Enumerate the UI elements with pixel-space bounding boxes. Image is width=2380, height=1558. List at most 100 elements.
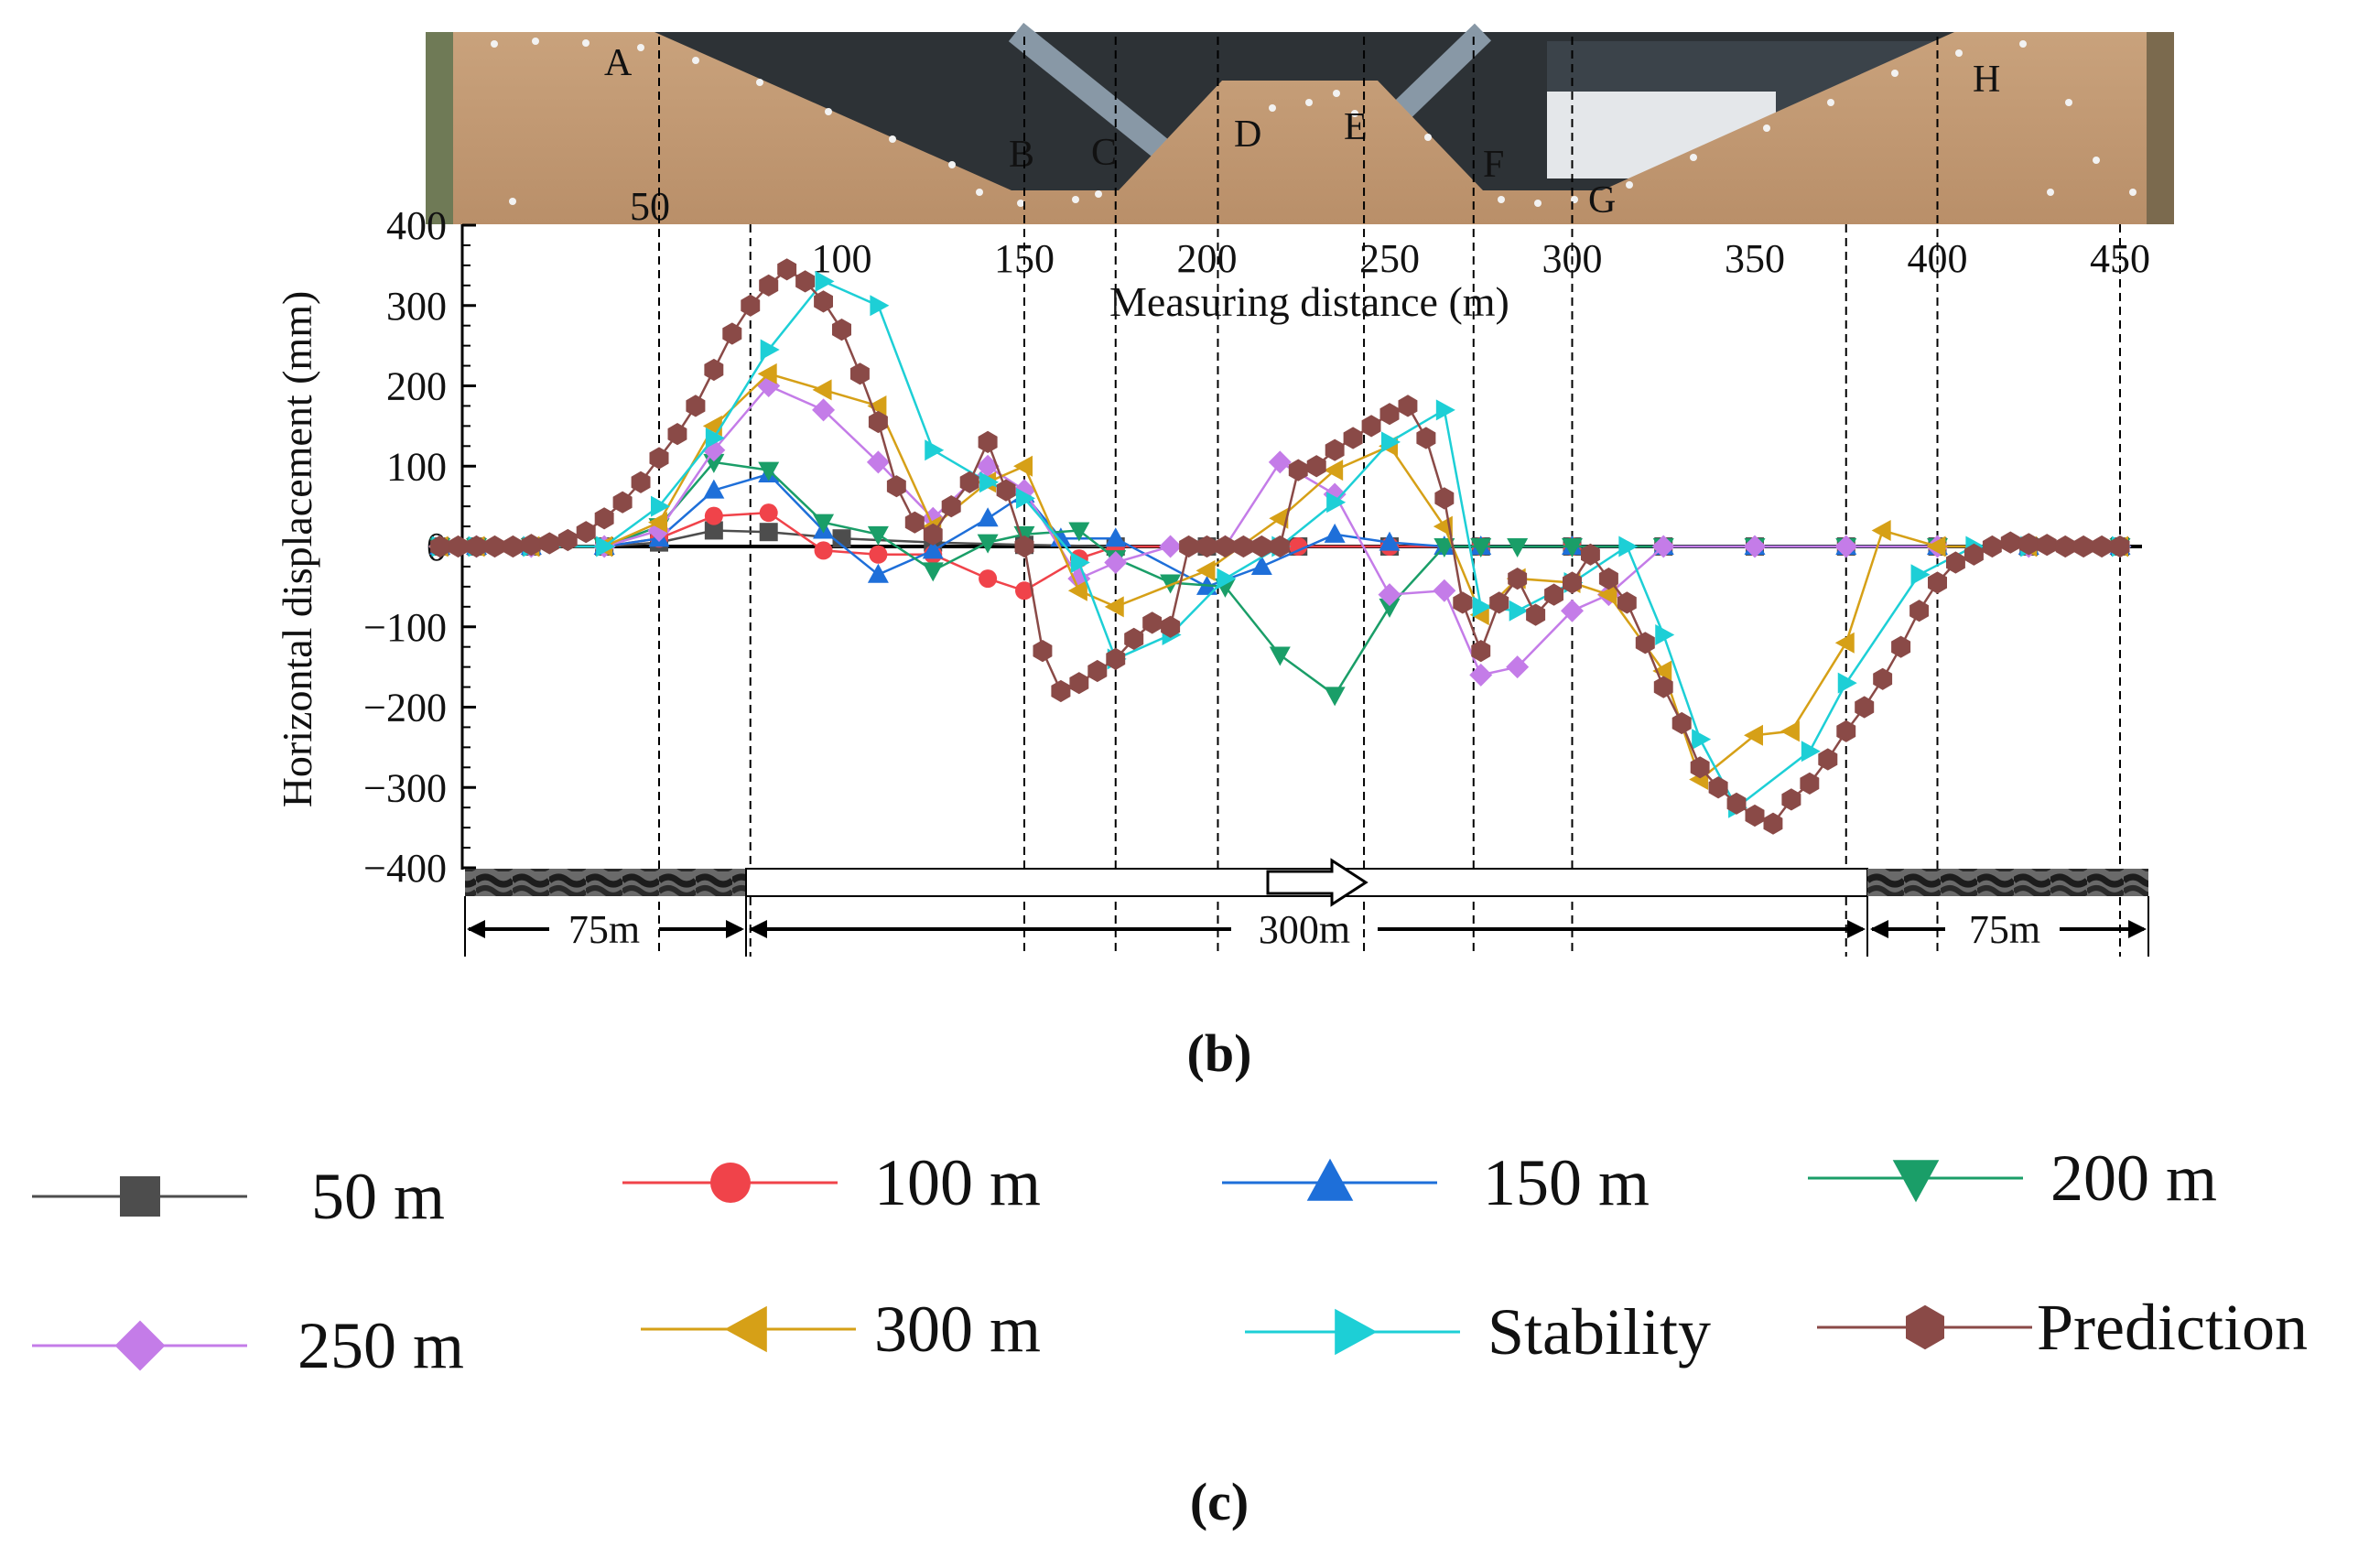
data-point — [631, 471, 651, 493]
data-point — [1306, 455, 1326, 478]
advance-direction-arrow — [1266, 858, 1368, 907]
data-point — [596, 536, 616, 557]
legend-label: Stability — [1488, 1295, 1711, 1369]
data-point — [904, 511, 925, 534]
data-point — [1509, 600, 1529, 622]
data-point — [1398, 395, 1418, 417]
data-point — [2000, 531, 2020, 554]
y-tick-label: −300 — [363, 765, 447, 810]
data-point — [1910, 564, 1931, 586]
series-prediction — [430, 258, 2130, 835]
span-label-right: 75m — [1969, 907, 2040, 952]
series-line — [439, 472, 2120, 589]
x-axis-label: Measuring distance (m) — [1109, 278, 1509, 325]
data-point — [1014, 535, 1034, 558]
data-point — [1104, 551, 1128, 575]
data-point — [1104, 596, 1124, 618]
data-point — [1873, 667, 1893, 690]
photo-target-marker — [532, 38, 539, 45]
y-tick-label: 400 — [386, 203, 447, 248]
data-point — [521, 534, 541, 557]
data-point — [1651, 535, 1675, 558]
legend-item: 150 m — [1222, 1146, 1650, 1219]
data-point — [979, 569, 998, 589]
data-point — [1379, 531, 1401, 551]
data-point — [1069, 672, 1089, 695]
data-point — [1142, 611, 1163, 634]
x-tick-label: 250 — [1359, 236, 1420, 281]
data-point — [1581, 543, 1600, 566]
photo-target-marker — [2019, 40, 2027, 48]
photo-target-marker — [491, 40, 498, 48]
data-point — [941, 495, 961, 518]
data-point — [1068, 522, 1090, 542]
data-point — [1378, 583, 1401, 607]
data-point — [922, 539, 944, 559]
data-point — [760, 339, 780, 361]
data-point — [979, 471, 1000, 493]
data-point — [1324, 687, 1346, 707]
data-point — [996, 479, 1016, 502]
y-ticks: 4003002001000−100−200−300−400 — [363, 203, 476, 891]
x-tick-label: 400 — [1908, 236, 1968, 281]
legend-marker — [1906, 1304, 1944, 1350]
data-point — [1855, 696, 1875, 719]
data-point — [741, 294, 761, 317]
data-point — [1818, 748, 1838, 771]
data-point — [1801, 741, 1821, 763]
data-point — [1269, 646, 1291, 666]
data-point — [978, 430, 998, 453]
data-point — [1745, 804, 1765, 828]
data-point — [976, 454, 1000, 478]
data-point — [977, 507, 999, 527]
photo-left-edge — [426, 32, 453, 224]
legend-item: 200 m — [1808, 1141, 2217, 1215]
legend-item: 50 m — [32, 1160, 445, 1233]
photo-label-c: C — [1091, 132, 1117, 174]
data-point — [814, 290, 833, 313]
data-point — [759, 503, 778, 523]
x-tick-label: 150 — [994, 236, 1055, 281]
data-point — [1926, 536, 1946, 557]
data-point — [1563, 571, 1582, 594]
data-point — [1070, 552, 1090, 574]
span-label-left: 75m — [568, 907, 640, 952]
photo-steel-beam — [1008, 22, 1189, 175]
y-tick-label: 100 — [386, 444, 447, 489]
data-point — [1324, 523, 1346, 543]
data-point — [1105, 527, 1127, 547]
photo-label-b: B — [1009, 134, 1034, 176]
data-point — [1270, 535, 1290, 558]
data-point — [703, 479, 725, 499]
photo-target-marker — [2047, 189, 2054, 196]
legend-marker — [1892, 1160, 1940, 1203]
span-arrowhead — [749, 920, 767, 938]
data-point — [1470, 538, 1492, 557]
span-hatch-right — [1867, 869, 2148, 896]
data-point — [832, 319, 851, 341]
photo-target-marker — [1305, 99, 1313, 106]
y-tick-label: 200 — [386, 364, 447, 409]
data-point — [649, 447, 669, 470]
span-arrowhead — [467, 920, 485, 938]
data-point — [832, 529, 851, 548]
photo-target-marker — [2129, 189, 2137, 196]
data-point — [1381, 431, 1401, 453]
data-point — [1087, 659, 1108, 683]
data-point — [1015, 581, 1033, 600]
photo-target-marker — [1690, 154, 1697, 161]
data-point — [594, 507, 614, 530]
data-point — [977, 534, 999, 554]
x-tick-label: 350 — [1725, 236, 1785, 281]
photo-label-f: F — [1483, 144, 1504, 186]
data-point — [1946, 551, 1965, 574]
data-point — [1964, 543, 1984, 566]
series-line — [439, 384, 2120, 676]
data-point — [1379, 403, 1400, 426]
model-photo: A B C D E F G H 50 — [426, 22, 2174, 229]
series-layer — [428, 258, 2132, 835]
data-point — [1597, 584, 1617, 606]
photo-distance-label: 50 — [630, 184, 670, 229]
data-point — [1051, 679, 1071, 703]
